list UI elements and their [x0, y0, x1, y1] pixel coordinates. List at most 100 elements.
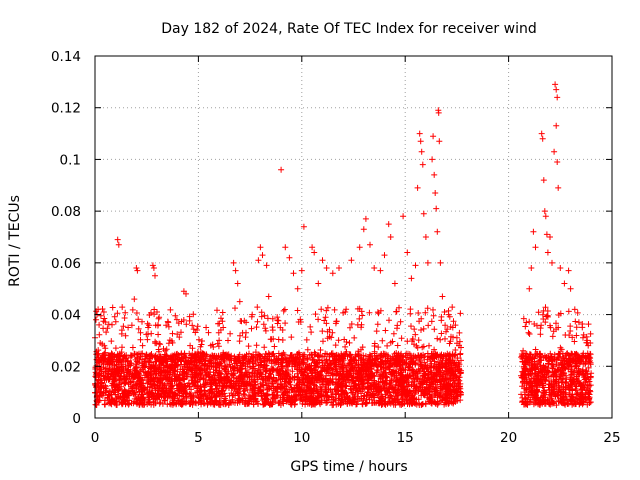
data-point — [393, 308, 400, 315]
data-point — [201, 381, 208, 388]
data-point — [415, 310, 422, 316]
data-point — [286, 389, 293, 396]
data-point — [288, 334, 295, 341]
data-point — [450, 400, 457, 407]
data-point — [411, 326, 418, 333]
data-point — [449, 304, 456, 311]
data-point — [262, 325, 269, 332]
data-point — [331, 306, 338, 313]
data-point — [379, 337, 386, 344]
data-point — [196, 336, 202, 343]
data-point — [456, 329, 463, 336]
data-point — [258, 309, 265, 316]
data-point — [248, 325, 255, 332]
data-point — [447, 338, 454, 345]
data-point — [310, 381, 317, 388]
data-point — [157, 399, 164, 406]
data-point — [280, 307, 287, 314]
data-point — [426, 342, 432, 349]
data-point — [304, 346, 311, 353]
data-point — [219, 309, 226, 316]
data-point — [122, 309, 129, 316]
data-point — [434, 335, 441, 342]
data-point — [302, 401, 309, 408]
data-point — [264, 386, 271, 393]
data-point — [254, 304, 261, 311]
data-point — [332, 320, 339, 327]
data-point — [129, 344, 136, 351]
data-point — [299, 376, 306, 383]
data-point — [260, 364, 266, 371]
data-point — [444, 326, 451, 333]
data-point — [347, 324, 353, 331]
data-point — [366, 309, 373, 316]
data-point — [189, 322, 196, 329]
data-point — [344, 353, 351, 360]
data-point — [413, 376, 420, 383]
data-point — [269, 380, 276, 387]
data-point — [190, 311, 197, 318]
grid-lines — [95, 56, 612, 418]
data-point — [123, 355, 130, 362]
data-point — [322, 314, 329, 321]
data-point — [445, 398, 452, 405]
data-point — [379, 379, 386, 385]
data-point — [457, 310, 464, 317]
data-point — [218, 315, 224, 322]
data-point — [335, 337, 342, 344]
data-point — [324, 328, 331, 335]
data-point — [180, 317, 187, 323]
data-point — [139, 400, 146, 407]
data-point — [331, 386, 338, 393]
data-point — [404, 354, 411, 361]
data-point — [329, 329, 336, 336]
data-point — [390, 330, 397, 337]
data-point — [112, 391, 119, 398]
data-point — [378, 358, 385, 365]
data-point — [355, 381, 362, 388]
data-point — [425, 322, 432, 329]
data-point — [386, 317, 392, 324]
data-point — [178, 329, 184, 336]
data-point — [320, 338, 326, 345]
data-point — [133, 310, 140, 316]
data-point — [139, 318, 145, 325]
data-point — [397, 318, 404, 325]
data-point — [128, 373, 135, 380]
data-point — [304, 377, 311, 384]
data-point — [454, 366, 461, 373]
data-point — [128, 322, 135, 329]
data-point — [412, 331, 419, 338]
data-point — [183, 395, 190, 401]
data-point — [111, 313, 118, 320]
data-point — [229, 363, 236, 370]
data-point — [237, 332, 243, 339]
data-point — [108, 338, 115, 345]
data-point — [188, 354, 195, 361]
data-point — [164, 318, 171, 325]
data-point — [119, 304, 126, 311]
data-point — [112, 318, 119, 325]
data-point — [420, 343, 427, 350]
data-point — [243, 351, 250, 358]
data-point — [421, 359, 428, 366]
data-point — [157, 341, 164, 348]
data-point — [454, 355, 461, 362]
data-point — [254, 318, 261, 325]
data-point — [328, 350, 335, 357]
data-point — [232, 305, 238, 312]
data-point — [424, 374, 431, 381]
data-point — [148, 309, 154, 316]
data-point — [315, 316, 322, 323]
data-point — [390, 401, 397, 408]
data-point — [422, 309, 429, 316]
data-point — [96, 331, 103, 338]
data-point — [112, 345, 119, 352]
data-point — [261, 312, 268, 319]
data-point — [129, 306, 136, 313]
data-point — [225, 337, 231, 344]
data-point — [100, 309, 107, 315]
data-point — [430, 312, 437, 319]
data-point — [375, 344, 382, 351]
data-point — [246, 372, 253, 379]
